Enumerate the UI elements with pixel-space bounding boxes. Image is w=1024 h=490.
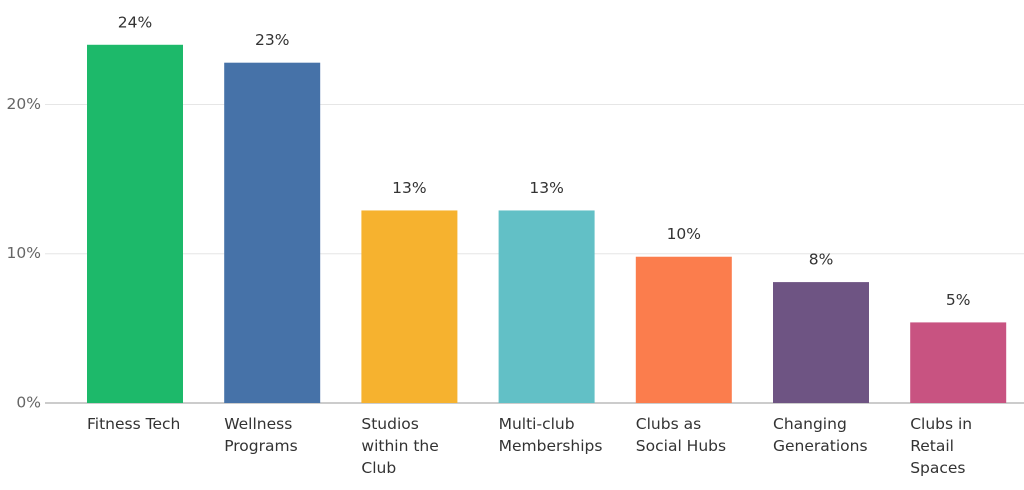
bar xyxy=(773,282,869,403)
value-label: 5% xyxy=(946,291,971,309)
value-label: 8% xyxy=(809,251,834,269)
bar xyxy=(635,256,732,403)
x-tick-label: Multi-club Memberships xyxy=(498,415,603,455)
y-tick-label: 0% xyxy=(16,394,41,412)
bar xyxy=(224,62,321,403)
x-tick-label: Clubs in Retail Spaces xyxy=(910,415,973,477)
y-tick-label: 10% xyxy=(7,244,41,262)
bar xyxy=(361,210,458,403)
bar xyxy=(498,210,595,403)
bar xyxy=(87,44,183,404)
x-tick-label: Clubs as Social Hubs xyxy=(635,415,727,455)
value-label: 24% xyxy=(118,13,152,31)
y-tick-label: 20% xyxy=(7,95,41,113)
value-label: 10% xyxy=(667,225,701,243)
value-label: 23% xyxy=(255,31,289,49)
value-label: 13% xyxy=(392,179,426,197)
x-tick-label: Wellness Programs xyxy=(224,415,298,455)
x-tick-label: Fitness Tech xyxy=(87,415,181,433)
x-tick-label: Changing Generations xyxy=(773,415,868,455)
bar xyxy=(910,322,1007,403)
value-label: 13% xyxy=(529,179,563,197)
x-tick-label: Studios within the Club xyxy=(361,415,439,477)
